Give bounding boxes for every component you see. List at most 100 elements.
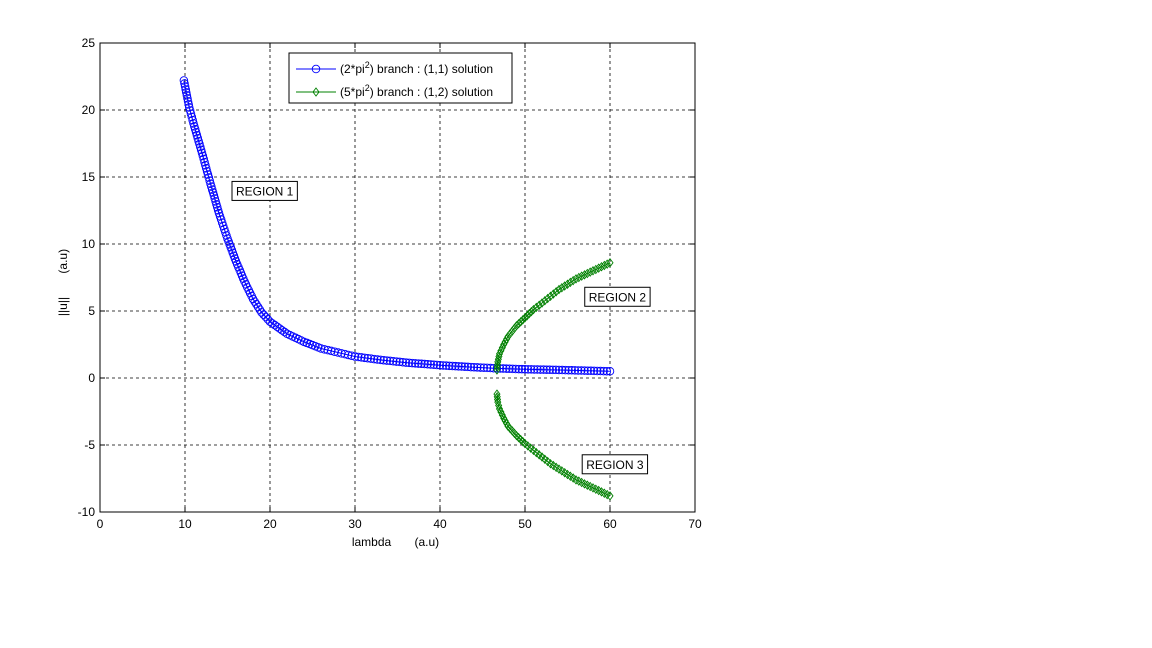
data-point [457,362,466,371]
data-point [606,491,614,501]
data-point [385,356,395,366]
data-point [597,262,606,272]
data-point [343,350,353,360]
data-point [515,318,523,329]
data-point [497,407,505,417]
data-point [203,170,213,179]
data-point [561,281,569,291]
y-tick-label: 15 [82,170,96,184]
data-point [523,310,531,321]
data-point [323,345,333,355]
annotation-label: REGION 1 [236,184,294,198]
data-point [552,287,560,297]
data-point [411,359,420,368]
x-tick-label: 70 [688,517,702,531]
y-tick-label: 10 [82,237,96,251]
data-point [583,268,591,279]
data-point [366,354,376,363]
data-point [541,295,549,306]
axis-ticks: 0 10 20 30 40 50 60 70 -10 -5 0 5 10 15 20 25 [78,36,702,531]
data-point [435,361,445,370]
legend-marker [311,64,321,74]
data-point [551,365,561,375]
data-point [257,308,266,317]
data-point [512,320,521,331]
data-point [586,267,594,277]
data-point [414,359,423,368]
data-point [521,312,529,323]
data-point [186,109,196,119]
data-point [539,365,548,374]
x-tick-label: 50 [518,517,532,531]
legend-box [288,52,513,104]
data-point [554,365,564,375]
data-point [376,355,385,365]
data-point [605,367,615,376]
annotation-box [581,454,649,475]
data-point [530,365,539,374]
data-point [544,293,552,304]
data-point [350,352,360,361]
data-point [567,366,577,375]
data-point [204,173,214,182]
data-point [526,365,536,374]
data-point [201,160,210,170]
data-point [476,363,485,372]
data-point [441,361,451,370]
data-point [508,326,516,336]
data-point [200,157,209,167]
data-point [505,364,514,374]
annotation-box [231,180,298,201]
data-point [423,360,432,369]
data-point [357,353,366,362]
data-point [606,258,614,268]
data-point [369,354,379,364]
data-point [575,272,583,283]
data-point [600,260,608,271]
data-point [572,274,580,284]
data-point [563,279,572,289]
data-point [517,364,527,374]
data-point [363,353,373,363]
data-point [404,358,414,368]
y-tick-label: -5 [84,438,95,452]
data-point [545,365,554,375]
series-line [496,394,611,497]
data-point [497,346,505,356]
data-point [602,366,612,376]
data-point [549,289,557,299]
data-point [199,154,208,164]
annotation-region-3: REGION 3 [581,454,649,475]
data-point [205,176,214,185]
x-tick-label: 0 [97,517,104,531]
data-point [182,88,191,97]
data-point [438,361,448,370]
data-point [479,363,489,372]
data-point [533,365,542,374]
data-point [460,362,469,371]
data-point [201,164,211,173]
legend-label: (5*pi2) branch : (1,2) solution [340,83,493,99]
data-point [546,291,555,302]
series-1 [179,76,615,376]
x-tick-label: 10 [178,517,192,531]
data-point [494,397,502,407]
data-point [532,302,540,313]
data-point [569,275,577,286]
data-point [183,97,193,106]
data-point [445,361,454,371]
data-point [558,283,566,293]
data-point [420,359,429,369]
data-point [508,364,517,374]
data-point [586,366,596,376]
data-point [382,356,392,365]
data-point [517,316,525,327]
data-point [583,366,592,375]
data-point [183,94,192,103]
data-point [432,360,442,370]
data-point [498,342,506,353]
data-point [603,259,611,269]
data-point [469,363,479,372]
